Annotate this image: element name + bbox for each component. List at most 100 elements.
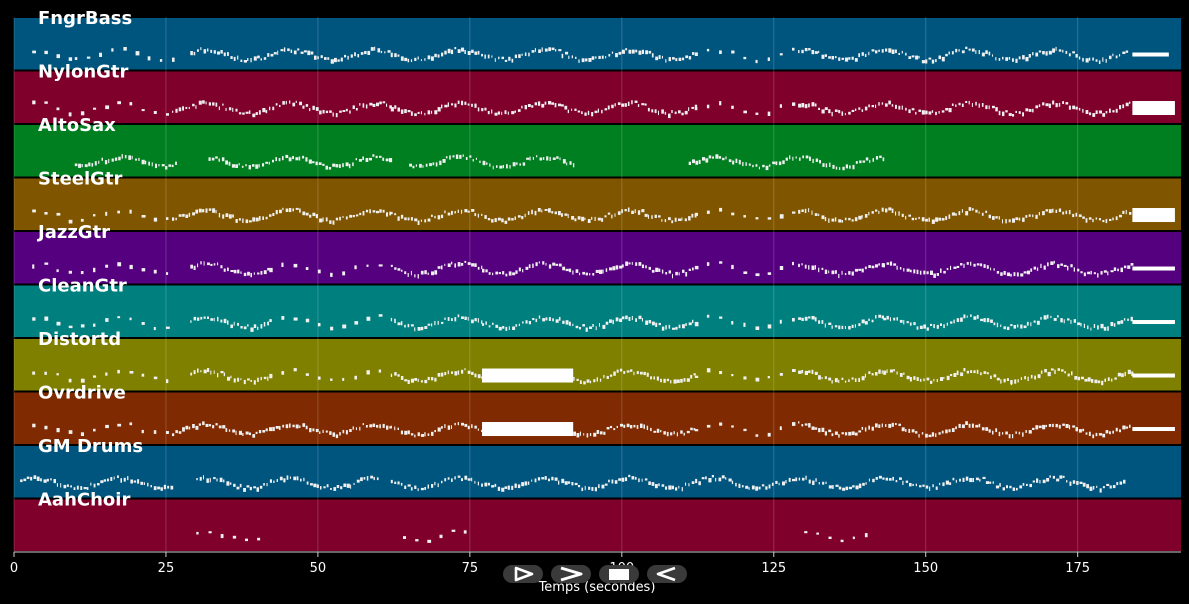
note [983, 371, 987, 374]
play-button[interactable] [503, 565, 543, 583]
note [751, 485, 755, 490]
note [240, 326, 243, 329]
note [289, 208, 292, 213]
note [454, 211, 456, 214]
note [434, 481, 436, 486]
note [743, 56, 747, 60]
note [619, 318, 623, 322]
note [605, 321, 609, 325]
note-segment [172, 100, 392, 118]
note [147, 56, 151, 61]
note [161, 164, 165, 167]
note [871, 426, 874, 431]
note [427, 433, 430, 436]
note [1072, 425, 1076, 428]
note [253, 324, 257, 328]
note [326, 484, 329, 488]
note [945, 108, 949, 111]
note [719, 316, 723, 319]
note [120, 478, 122, 483]
note [1012, 218, 1015, 223]
note [420, 434, 424, 437]
note [644, 103, 647, 106]
note [100, 480, 104, 484]
note [394, 481, 397, 484]
note [1112, 110, 1115, 113]
note [828, 270, 830, 274]
note [537, 101, 541, 106]
note [394, 53, 397, 58]
note [248, 165, 251, 170]
fast-forward-button[interactable] [551, 565, 591, 583]
note [718, 156, 722, 159]
note [235, 108, 238, 112]
note [167, 485, 170, 489]
note [425, 163, 428, 167]
note [785, 157, 788, 161]
note [215, 210, 217, 214]
note [755, 112, 759, 115]
note [427, 110, 431, 115]
note [451, 425, 452, 429]
note [795, 156, 797, 159]
note [360, 477, 363, 482]
note [532, 263, 534, 268]
fast-forward-icon [560, 566, 583, 582]
note [705, 158, 709, 163]
note [387, 50, 391, 53]
note [828, 429, 832, 433]
note [309, 214, 312, 218]
note [382, 209, 385, 213]
note [245, 431, 249, 435]
note [808, 265, 810, 270]
note [584, 217, 586, 220]
note [280, 49, 284, 52]
note [417, 274, 419, 279]
note-segment [32, 422, 169, 436]
note [656, 376, 659, 381]
note [414, 57, 417, 61]
note [878, 49, 880, 52]
note [457, 209, 459, 213]
note [941, 430, 944, 434]
note [338, 164, 341, 168]
note [834, 378, 838, 383]
note [536, 155, 538, 158]
note [434, 110, 438, 115]
note [986, 318, 990, 323]
note [792, 422, 796, 426]
note [818, 267, 820, 273]
note [865, 157, 869, 161]
note [386, 212, 388, 217]
note [390, 317, 393, 322]
stop-button[interactable] [599, 565, 639, 583]
note [477, 50, 480, 55]
note [811, 50, 815, 55]
note [198, 423, 201, 426]
note [992, 216, 995, 220]
note [558, 263, 562, 267]
note [231, 164, 235, 168]
note [1117, 372, 1121, 377]
note [282, 101, 285, 105]
note-segment [883, 260, 1134, 278]
note [1097, 273, 1099, 278]
note [665, 486, 668, 490]
note [985, 427, 989, 431]
note [354, 375, 357, 380]
note [1098, 218, 1101, 221]
note [217, 262, 219, 266]
note [614, 103, 616, 107]
note [529, 156, 531, 161]
note [451, 49, 454, 55]
note [918, 55, 920, 59]
rewind-button[interactable] [647, 565, 687, 583]
note [354, 52, 356, 57]
note [350, 54, 353, 58]
note [23, 478, 27, 482]
note [588, 58, 592, 62]
note [871, 211, 874, 214]
note [595, 269, 599, 273]
note [241, 165, 244, 168]
note [682, 324, 685, 329]
